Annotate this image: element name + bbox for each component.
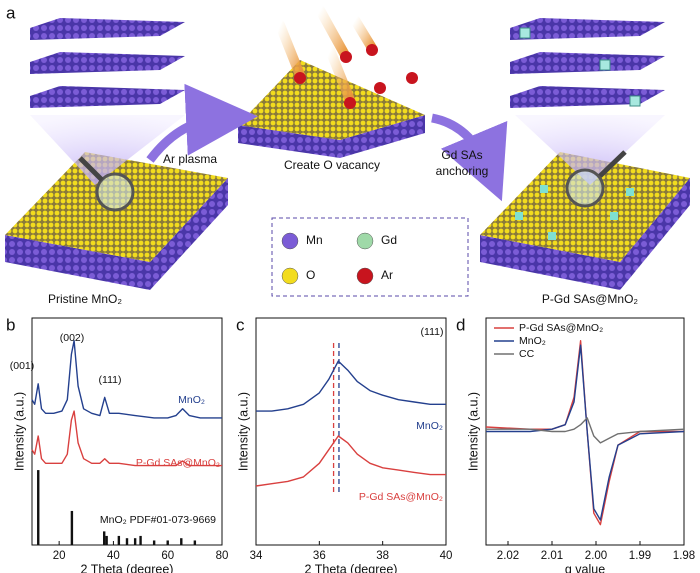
reference-stick: [152, 540, 156, 545]
x-tick-label: 2.02: [497, 550, 519, 562]
legend-label: P-Gd SAs@MnO₂: [519, 322, 603, 334]
magnifier-handle: [598, 150, 627, 178]
beam: [30, 115, 185, 185]
legend-label: O: [306, 268, 315, 282]
x-axis-title: 2 Theta (degree): [81, 562, 174, 573]
reference-stick: [117, 535, 121, 545]
x-tick-label: 34: [250, 550, 263, 562]
layered-stack: [30, 18, 185, 108]
x-axis-title: g value: [565, 562, 605, 573]
x-axis-title: 2 Theta (degree): [305, 562, 398, 573]
series-line: [31, 340, 222, 419]
legend-swatch: [356, 232, 374, 250]
arrow-label: Ar plasma: [163, 152, 217, 166]
x-tick-label: 20: [53, 550, 66, 562]
legend-label: Mn: [306, 233, 323, 247]
x-tick-label: 40: [440, 550, 453, 562]
material-label: Pristine MnO₂: [48, 292, 122, 306]
legend-label: CC: [519, 348, 535, 360]
panel-label: b: [6, 315, 15, 334]
legend-swatch: [281, 267, 299, 285]
arrow: [431, 113, 508, 202]
x-tick-label: 1.99: [629, 550, 651, 562]
reference-stick: [193, 540, 197, 545]
arrow-label: Gd SAs: [441, 148, 482, 162]
ar-ions: [275, 5, 418, 109]
panel-label: c: [236, 315, 245, 334]
annotation: (111): [421, 326, 444, 338]
x-tick-label: 1.98: [673, 550, 695, 562]
x-tick-label: 2.01: [541, 550, 563, 562]
x-tick-label: 2.00: [585, 550, 607, 562]
legend-swatch: [356, 267, 374, 285]
magnifier: [565, 168, 605, 208]
reference-stick: [133, 538, 137, 545]
reference-stick: [70, 510, 74, 545]
x-tick-label: 36: [313, 550, 326, 562]
plot-frame: [255, 317, 447, 546]
panel-label: d: [456, 315, 465, 334]
reference-stick: [180, 538, 183, 545]
series-line: [486, 344, 685, 521]
arrow-label: anchoring: [436, 164, 489, 178]
series-line: [31, 410, 222, 467]
legend-label: Gd: [381, 233, 397, 247]
x-tick-label: 60: [161, 550, 174, 562]
x-tick-label: 40: [107, 550, 120, 562]
x-tick-label: 80: [216, 550, 229, 562]
legend-label: Ar: [381, 268, 393, 282]
legend-swatch: [281, 232, 299, 250]
step-label: Create O vacancy: [284, 158, 380, 172]
legend-box: [271, 217, 469, 297]
reference-stick: [103, 531, 106, 545]
reference-stick: [37, 470, 40, 545]
annotation: (002): [60, 332, 85, 344]
reference-stick: [166, 540, 169, 545]
panel-label: a: [6, 3, 16, 22]
x-tick-label: 38: [376, 550, 389, 562]
series-line: [255, 435, 446, 487]
y-axis-title: Intensity (a.u.): [466, 392, 480, 471]
reference-stick: [105, 535, 108, 545]
series-label: MnO₂: [416, 420, 443, 432]
series-line: [256, 360, 446, 412]
series-label: MnO₂: [178, 394, 205, 406]
series-label: P-Gd SAs@MnO₂: [136, 457, 220, 469]
reference-stick: [139, 535, 142, 545]
layered-stack: [510, 18, 665, 108]
annotation: (001): [10, 360, 35, 372]
annotation: (111): [99, 374, 122, 386]
vacancy-slab: [238, 60, 425, 158]
legend-label: MnO₂: [519, 335, 546, 347]
material-label: P-Gd SAs@MnO₂: [542, 292, 639, 306]
reference-label: MnO₂ PDF#01-073-9669: [100, 514, 216, 526]
magnifier: [95, 172, 135, 212]
series-label: P-Gd SAs@MnO₂: [359, 491, 443, 503]
arrow: [146, 83, 258, 163]
series-line: [486, 417, 685, 444]
y-axis-title: Intensity (a.u.): [236, 392, 250, 471]
plot-frame: [31, 317, 223, 546]
reference-stick: [125, 538, 129, 545]
beam: [515, 115, 665, 185]
magnifier-handle: [78, 156, 104, 182]
y-axis-title: Intensity (a.u.): [12, 392, 26, 471]
